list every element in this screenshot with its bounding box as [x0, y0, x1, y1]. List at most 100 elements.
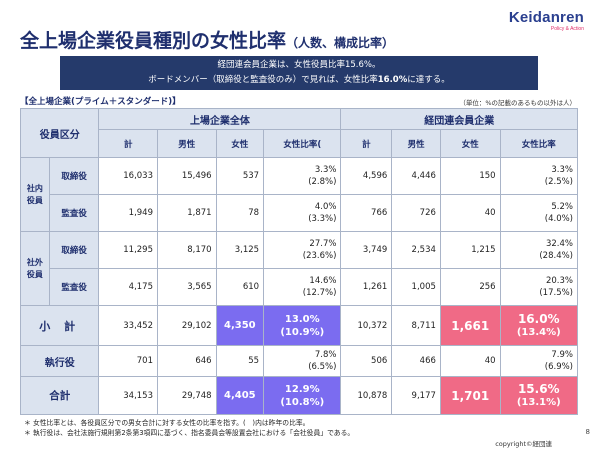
col-header-total: 計 [340, 129, 393, 158]
row-label: 監査役 [48, 194, 100, 232]
table-subheading: 【全上場企業(プライム＋スタンダード)】 [20, 97, 181, 107]
copyright: copyright©経団連 [495, 440, 552, 448]
ratio-prev: (23.6%) [302, 251, 337, 261]
col-header-ratio: 女性比率 [499, 129, 579, 158]
ratio-value: 5.2% [551, 202, 573, 212]
ratio-prev: (28.4%) [539, 251, 573, 261]
ratio-prev: (2.5%) [544, 177, 573, 187]
footnotes: ＊ 女性比率とは、各役員区分での男女合計に対する女性の比率を指す。( )内は昨年… [24, 418, 354, 438]
cell-male: 2,534 [391, 231, 441, 269]
cell-ratio: 14.6% (12.7%) [263, 268, 342, 306]
cell-female: 150 [439, 157, 501, 195]
cell-ratio: 7.9% (6.9%) [499, 345, 579, 377]
cell-female: 1,215 [439, 231, 501, 269]
cell-male: 1,005 [391, 268, 441, 306]
highlight-female-keidanren: 1,701 [439, 376, 501, 415]
summary-banner: 経団連会員企業は、女性役員比率15.6%。 ボードメンバー（取締役と監査役のみ）… [60, 56, 538, 90]
cell-ratio: 4.0% (3.3%) [263, 194, 342, 232]
col-header-ratio: 女性比率( [263, 129, 342, 158]
table-row: 社内 役員 取締役 16,033 15,496 537 3.3% (2.8%) 4… [20, 157, 579, 232]
row-label: 取締役 [48, 231, 100, 269]
table-column-header-row: 計 男性 女性 女性比率( 計 男性 女性 女性比率 [21, 129, 579, 158]
ratio-prev: (2.8%) [308, 177, 337, 187]
logo-tagline: Policy & Action [550, 26, 584, 32]
table-row: 監査役 4,175 3,565 610 14.6% (12.7%) 1,261 1… [21, 268, 579, 306]
subtotal-row: 小 計 33,452 29,102 4,350 13.0% (10.9%) 10,… [19, 305, 579, 346]
highlight-ratio-keidanren: 16.0% (13.4%) [499, 305, 579, 346]
group-label-inside-text: 社内 役員 [26, 183, 43, 205]
ratio-value: 15.6% [517, 381, 560, 396]
cell-ratio: 32.4% (28.4%) [499, 231, 579, 269]
row-label: 監査役 [48, 268, 100, 306]
page-title-sub: （人数、構成比率） [286, 36, 395, 50]
total-label: 合計 [19, 376, 100, 415]
subtotal-label: 小 計 [19, 305, 100, 346]
cell-male: 29,748 [157, 376, 217, 415]
cell-male: 726 [391, 194, 441, 232]
cell-total: 1,261 [340, 268, 393, 306]
table-row: 監査役 1,949 1,871 78 4.0% (3.3%) 766 726 40… [21, 194, 579, 232]
cell-female: 610 [215, 268, 265, 306]
col-header-female: 女性 [439, 129, 501, 158]
cell-total: 766 [340, 194, 393, 232]
group-label-outside: 社外 役員 [20, 231, 50, 306]
ratio-value: 3.3% [314, 165, 337, 175]
cell-male: 466 [391, 345, 441, 377]
cell-ratio: 3.3% (2.5%) [499, 157, 579, 195]
ratio-value: 13.0% [284, 313, 320, 325]
ratio-value: 32.4% [545, 239, 573, 249]
table-row: 社外 役員 取締役 11,295 8,170 3,125 27.7% (23.6%… [20, 231, 579, 306]
cell-total: 33,452 [98, 305, 158, 346]
group-label-outside-text: 社外 役員 [26, 257, 43, 279]
ratio-prev: (10.8%) [280, 396, 325, 408]
cell-ratio: 7.8% (6.5%) [263, 345, 342, 377]
group-header-all-listed: 上場企業全体 [98, 108, 342, 130]
ratio-prev: (17.5%) [539, 288, 573, 298]
ratio-value: 7.9% [551, 350, 573, 360]
cell-male: 646 [157, 345, 217, 377]
group-header-keidanren: 経団連会員企業 [340, 108, 578, 130]
col-header-male: 男性 [391, 129, 441, 158]
cell-total: 4,596 [340, 157, 393, 195]
keidanren-logo: Keidanren Policy & Action [509, 10, 584, 33]
highlight-ratio-keidanren: 15.6% (13.1%) [499, 376, 579, 415]
cell-total: 701 [98, 345, 158, 377]
highlight-ratio-all: 13.0% (10.9%) [263, 305, 342, 346]
ratio-value: 12.9% [284, 383, 320, 395]
category-header: 役員区分 [19, 108, 100, 158]
banner-line-2: ボードメンバー（取締役と監査役のみ）で見れば、女性比率16.0%に達する。 [60, 73, 538, 88]
cell-total: 3,749 [340, 231, 393, 269]
footnote-1: ＊ 女性比率とは、各役員区分での男女合計に対する女性の比率を指す。( )内は昨年… [24, 419, 310, 427]
col-header-male: 男性 [157, 129, 217, 158]
highlight-female-all: 4,405 [215, 376, 265, 415]
cell-male: 4,446 [391, 157, 441, 195]
cell-female: 256 [439, 268, 501, 306]
ratio-prev: (3.3%) [308, 214, 337, 224]
col-header-female: 女性 [215, 129, 265, 158]
cell-total: 4,175 [98, 268, 158, 306]
ratio-prev: (4.0%) [544, 214, 573, 224]
highlight-ratio-all: 12.9% (10.8%) [263, 376, 342, 415]
cell-total: 10,372 [340, 305, 393, 346]
cell-total: 506 [340, 345, 393, 377]
ratio-prev: (6.5%) [308, 362, 337, 372]
group-label-inside: 社内 役員 [20, 157, 50, 232]
cell-total: 1,949 [98, 194, 158, 232]
ratio-value: 14.6% [309, 276, 337, 286]
page-title: 全上場企業役員種別の女性比率（人数、構成比率） [20, 26, 394, 53]
table-group-header-row: 役員区分 上場企業全体 経団連会員企業 [19, 108, 578, 158]
cell-male: 29,102 [157, 305, 217, 346]
cell-ratio: 5.2% (4.0%) [499, 194, 579, 232]
ratio-value: 20.3% [545, 276, 573, 286]
cell-total: 34,153 [98, 376, 158, 415]
cell-male: 1,871 [157, 194, 217, 232]
banner-line-2-text-c: に達する。 [407, 75, 450, 85]
ratio-prev: (12.7%) [302, 288, 337, 298]
cell-female: 78 [215, 194, 265, 232]
banner-line-2-highlight: 16.0% [377, 75, 408, 85]
ratio-value: 3.3% [551, 165, 573, 175]
cell-female: 55 [215, 345, 265, 377]
cell-total: 16,033 [98, 157, 158, 195]
highlight-female-keidanren: 1,661 [439, 305, 501, 346]
total-row: 合計 34,153 29,748 4,405 12.9% (10.8%) 10,8… [19, 376, 579, 415]
